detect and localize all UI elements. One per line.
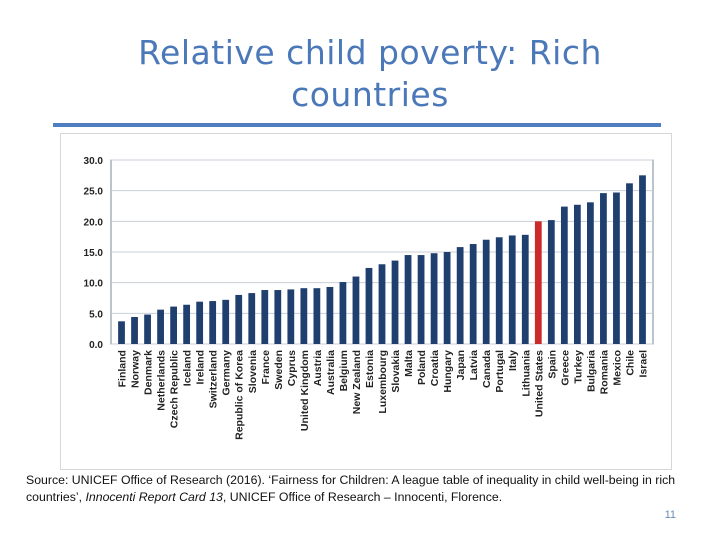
bar-poland — [417, 255, 425, 344]
bar-lithuania — [521, 234, 529, 344]
x-tick-label: Malta — [403, 350, 415, 377]
x-tick-label: Canada — [481, 350, 493, 388]
x-tick-label: Lithuania — [520, 350, 532, 397]
bar-greece — [560, 206, 568, 344]
bar-republic-of-korea — [235, 294, 243, 344]
bar-japan — [456, 247, 464, 344]
bar-bulgaria — [587, 202, 594, 344]
bar-slovakia — [391, 260, 399, 344]
bar-united-states — [534, 221, 542, 344]
source-citation: Source: UNICEF Office of Research (2016)… — [26, 472, 696, 506]
x-tick-label: Croatia — [429, 350, 441, 386]
x-tick-label: Belgium — [338, 350, 350, 391]
x-tick-label: Hungary — [442, 350, 454, 393]
x-tick-label: Australia — [325, 350, 337, 395]
x-tick-label: Estonia — [364, 350, 376, 388]
bar-norway — [131, 317, 138, 344]
source-publisher: , UNICEF Office of Research – Innocenti,… — [222, 490, 503, 504]
x-tick-label: Italy — [507, 350, 519, 371]
y-tick-label: 0.0 — [89, 340, 103, 351]
bar-italy — [508, 235, 516, 344]
bar-slovenia — [248, 293, 256, 344]
x-tick-label: Norway — [130, 350, 142, 388]
x-tick-label: Iceland — [182, 350, 194, 386]
bar-belgium — [339, 282, 347, 344]
x-tick-label: Israel — [637, 350, 649, 378]
bar-hungary — [443, 252, 451, 344]
x-tick-label: Chile — [624, 350, 636, 376]
bar-romania — [600, 193, 607, 344]
slide-title: Relative child poverty: Rich countries — [138, 33, 602, 114]
y-tick-label: 25.0 — [84, 187, 104, 198]
y-tick-label: 20.0 — [84, 217, 104, 228]
x-tick-label: Romania — [598, 350, 610, 395]
bar-sweden — [274, 290, 282, 344]
x-tick-label: Luxembourg — [377, 350, 389, 414]
x-tick-label: Turkey — [572, 350, 584, 384]
bar-denmark — [144, 314, 151, 344]
x-tick-label: Austria — [312, 350, 324, 386]
x-tick-label: Bulgaria — [585, 350, 597, 392]
page-number: 11 — [664, 509, 676, 521]
x-tick-label: Sweden — [273, 350, 285, 390]
x-tick-label: Ireland — [195, 350, 207, 384]
bar-estonia — [365, 267, 373, 344]
bar-iceland — [183, 304, 191, 344]
y-tick-label: 10.0 — [84, 279, 104, 290]
bar-switzerland — [209, 301, 217, 344]
title-divider — [53, 123, 661, 127]
y-tick-label: 5.0 — [89, 309, 103, 320]
x-tick-label: Germany — [221, 350, 233, 396]
bar-australia — [326, 286, 334, 344]
bar-cyprus — [287, 289, 295, 344]
bar-new-zealand — [352, 276, 360, 344]
x-tick-label: Latvia — [468, 350, 480, 381]
x-tick-label: Mexico — [611, 350, 623, 386]
bar-france — [261, 290, 269, 344]
bar-netherlands — [157, 309, 164, 344]
x-tick-label: Cyprus — [286, 350, 298, 386]
x-tick-label: Switzerland — [208, 350, 220, 408]
x-tick-label: France — [260, 350, 272, 385]
x-tick-label: Japan — [455, 350, 467, 380]
bar-luxembourg — [378, 264, 386, 344]
x-tick-label: Poland — [416, 350, 428, 385]
x-tick-label: Czech Republic — [169, 350, 181, 428]
bar-canada — [482, 239, 490, 344]
x-tick-label: Netherlands — [156, 350, 168, 411]
bar-mexico — [613, 192, 620, 344]
bar-israel — [639, 175, 646, 344]
x-tick-label: Greece — [559, 350, 571, 386]
bar-chile — [626, 183, 633, 344]
bar-austria — [313, 288, 321, 344]
bar-malta — [404, 255, 412, 344]
x-tick-label: United Kingdom — [299, 350, 311, 431]
x-tick-label: New Zealand — [351, 350, 363, 414]
bar-czech-republic — [170, 306, 177, 344]
bar-ireland — [196, 301, 204, 344]
x-tick-label: Portugal — [494, 350, 506, 393]
x-tick-label: Spain — [546, 350, 558, 379]
chart-container: 0.0 5.0 10.0 15.0 20.0 25.0 30.0 Finland Norway D… — [60, 133, 672, 470]
y-tick-label: 15.0 — [84, 248, 104, 259]
x-tick-label: Slovenia — [247, 350, 259, 393]
x-tick-label: United States — [533, 350, 545, 417]
bar-spain — [547, 220, 555, 344]
bar-turkey — [573, 204, 581, 344]
source-text: Source: UNICEF Office of Research (2016)… — [26, 473, 676, 504]
x-tick-label: Slovakia — [390, 350, 402, 393]
bar-chart: 0.0 5.0 10.0 15.0 20.0 25.0 30.0 Finland Norway D… — [84, 156, 654, 440]
bar-latvia — [469, 244, 477, 344]
y-tick-label: 30.0 — [84, 156, 104, 167]
x-tick-label: Finland — [117, 350, 129, 387]
x-tick-label: Denmark — [143, 350, 155, 395]
bar-united-kingdom — [300, 288, 308, 344]
bar-finland — [118, 321, 125, 344]
bar-portugal — [495, 237, 503, 344]
bar-croatia — [430, 253, 438, 344]
x-tick-label: Republic of Korea — [234, 350, 246, 440]
bar-germany — [222, 299, 230, 344]
source-report-title: Innocenti Report Card 13 — [85, 490, 223, 504]
